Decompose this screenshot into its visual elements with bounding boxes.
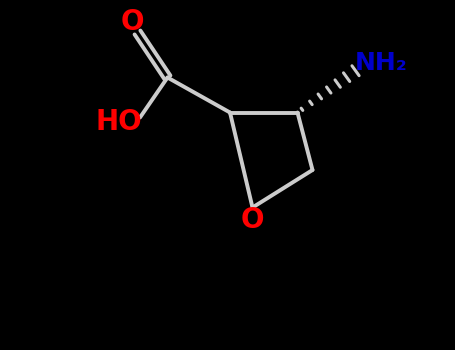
Text: HO: HO bbox=[96, 107, 142, 135]
Text: NH₂: NH₂ bbox=[354, 50, 407, 75]
Text: O: O bbox=[121, 8, 144, 36]
Text: O: O bbox=[241, 206, 264, 234]
